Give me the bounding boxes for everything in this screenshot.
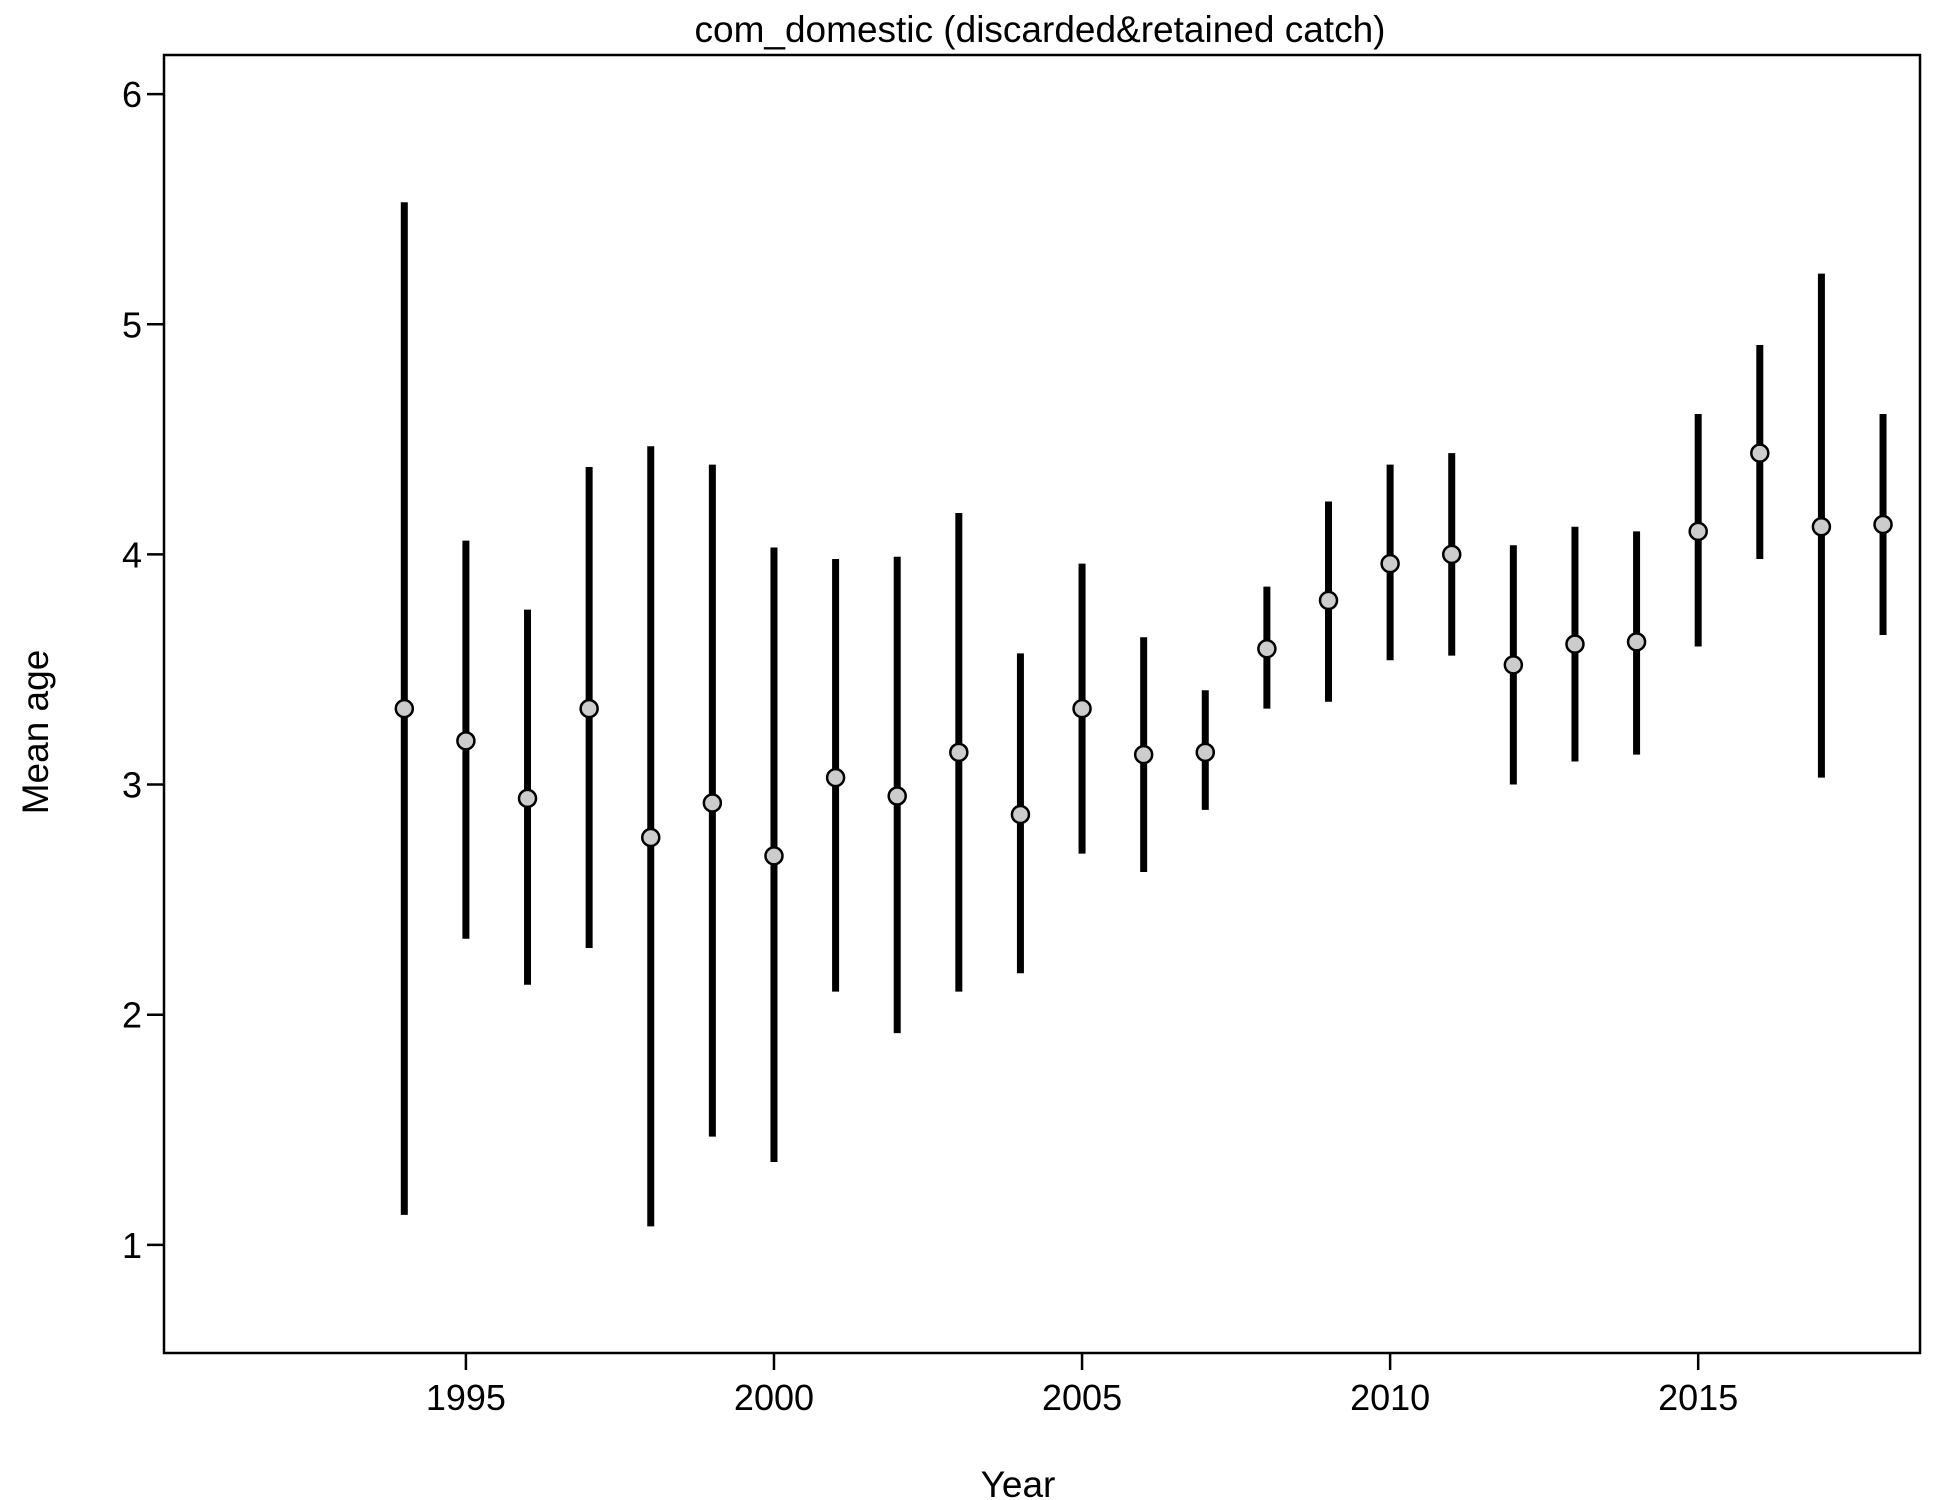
x-tick-label: 2005 bbox=[1042, 1377, 1122, 1418]
plot-frame bbox=[162, 53, 1922, 1355]
mean-point bbox=[1318, 590, 1339, 611]
y-tick-label: 5 bbox=[122, 304, 142, 345]
mean-point bbox=[1750, 443, 1770, 463]
y-axis-title: Mean age bbox=[15, 650, 56, 815]
chart-title: com_domestic (discarded&retained catch) bbox=[695, 9, 1386, 50]
y-tick-label: 1 bbox=[122, 1225, 142, 1266]
mean-point bbox=[1195, 742, 1216, 763]
y-tick-label: 2 bbox=[122, 995, 142, 1036]
mean-point bbox=[394, 698, 415, 719]
mean-point bbox=[1133, 744, 1154, 765]
mean-point bbox=[1626, 632, 1647, 652]
mean-point bbox=[1441, 544, 1462, 565]
mean-point bbox=[825, 767, 846, 788]
mean-point bbox=[1688, 521, 1708, 542]
y-tick-label: 6 bbox=[122, 74, 142, 115]
mean-point bbox=[1503, 655, 1524, 675]
mean-point bbox=[1873, 514, 1893, 535]
mean-point bbox=[887, 786, 907, 806]
y-tick-label: 4 bbox=[122, 534, 142, 575]
x-tick-label: 1995 bbox=[426, 1377, 506, 1418]
mean-point bbox=[1072, 698, 1092, 719]
x-tick-label: 2010 bbox=[1350, 1377, 1430, 1418]
mean-point bbox=[579, 698, 599, 719]
mean-point bbox=[1565, 634, 1585, 654]
mean-point bbox=[517, 788, 538, 809]
y-tick-label: 3 bbox=[122, 765, 142, 806]
x-axis-title: Year bbox=[981, 1464, 1056, 1500]
interval-bars bbox=[400, 202, 1887, 1227]
mean-point bbox=[1380, 553, 1400, 574]
x-tick-label: 2015 bbox=[1658, 1377, 1738, 1418]
mean-point bbox=[702, 793, 723, 813]
mean-point bbox=[949, 742, 969, 763]
mean-point bbox=[1257, 639, 1277, 659]
mean-points bbox=[394, 443, 1893, 866]
mean-point bbox=[1010, 804, 1031, 825]
y-axis: 1 2 3 4 5 6 bbox=[122, 74, 164, 1266]
mean-point bbox=[1811, 517, 1832, 537]
x-axis: 1995 2000 2005 2010 2015 bbox=[426, 1353, 1738, 1418]
mean-point bbox=[641, 827, 661, 848]
mean-point bbox=[456, 731, 476, 751]
mean-point bbox=[764, 846, 784, 866]
x-tick-label: 2000 bbox=[734, 1377, 814, 1418]
